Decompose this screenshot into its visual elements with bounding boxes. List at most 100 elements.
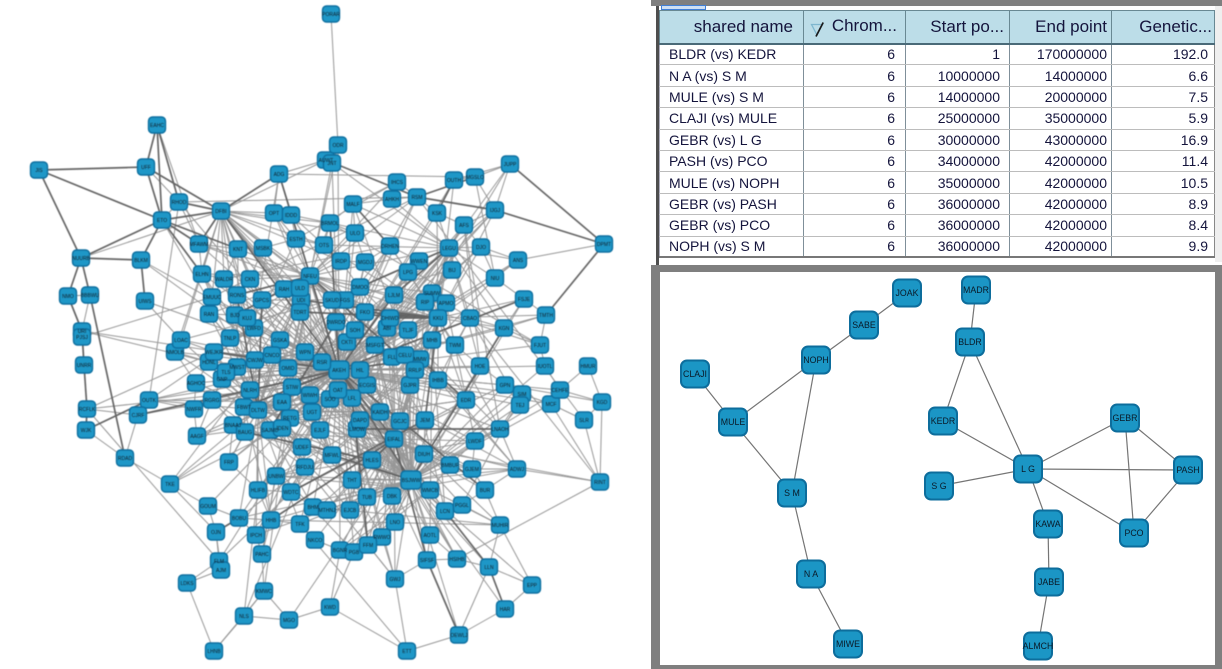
svg-text:FSJE: FSJE	[518, 297, 531, 303]
svg-text:MFAWM: MFAWM	[190, 242, 209, 248]
svg-text:JIS: JIS	[35, 168, 43, 174]
svg-text:ULO: ULO	[350, 231, 360, 237]
svg-text:OMID: OMID	[281, 366, 294, 372]
svg-text:SIFSF: SIFSF	[420, 558, 434, 564]
svg-text:DAPD: DAPD	[353, 418, 367, 424]
svg-text:SLR: SLR	[579, 418, 589, 424]
svg-text:BGNR: BGNR	[333, 548, 348, 554]
svg-text:HHB: HHB	[266, 518, 277, 524]
svg-text:GJEM: GJEM	[465, 467, 479, 473]
svg-text:APMO: APMO	[439, 301, 454, 307]
svg-text:CNCO: CNCO	[265, 353, 280, 359]
svg-text:ESTH: ESTH	[289, 237, 303, 243]
svg-text:EAA: EAA	[277, 400, 288, 406]
svg-text:AGHOC: AGHOC	[187, 381, 206, 387]
svg-text:LMOW: LMOW	[349, 427, 365, 433]
svg-text:JEM: JEM	[420, 418, 430, 424]
svg-text:ABI: ABI	[383, 326, 391, 332]
svg-text:S M: S M	[784, 488, 800, 498]
svg-text:BJD: BJD	[230, 313, 240, 319]
svg-text:TDRT: TDRT	[293, 310, 306, 316]
svg-text:N A: N A	[804, 569, 818, 579]
svg-text:WPN: WPN	[299, 350, 311, 356]
svg-text:ECGIS: ECGIS	[359, 383, 375, 389]
svg-text:ULD: ULD	[295, 286, 305, 292]
svg-text:TEJ: TEJ	[516, 403, 525, 409]
svg-text:RONS: RONS	[230, 293, 245, 299]
svg-text:SAJMD: SAJMD	[262, 428, 279, 434]
svg-text:WDTC: WDTC	[284, 490, 299, 496]
svg-text:MUHIR: MUHIR	[492, 523, 509, 529]
svg-text:EAHC: EAHC	[150, 123, 164, 129]
svg-text:DRHEN: DRHEN	[381, 244, 399, 250]
svg-text:TMTH: TMTH	[539, 313, 553, 319]
svg-text:DJO: DJO	[476, 245, 486, 251]
svg-text:KAIDH: KAIDH	[372, 410, 388, 416]
svg-text:NKCO: NKCO	[308, 538, 323, 544]
svg-text:SABE: SABE	[852, 320, 876, 330]
svg-text:SKUD: SKUD	[325, 298, 339, 304]
svg-text:JNT: JNT	[327, 161, 336, 167]
svg-text:KUJ: KUJ	[242, 316, 252, 322]
svg-text:MIWE: MIWE	[836, 639, 860, 649]
svg-text:SIM: SIM	[518, 392, 527, 398]
svg-text:JABE: JABE	[1038, 577, 1060, 587]
svg-text:MALF: MALF	[346, 202, 359, 208]
svg-text:NIU: NIU	[491, 276, 500, 282]
svg-text:BIJ: BIJ	[448, 268, 456, 274]
svg-text:MTHNJ: MTHNJ	[319, 508, 336, 514]
svg-text:GPN: GPN	[500, 383, 511, 389]
svg-text:LJLM: LJLM	[388, 293, 400, 299]
svg-text:KAWA: KAWA	[1035, 519, 1060, 529]
svg-text:KGD: KGD	[597, 400, 608, 406]
svg-text:HSIHB: HSIHB	[449, 557, 465, 563]
svg-text:NUURB: NUURB	[72, 256, 90, 262]
svg-text:GNP: GNP	[217, 377, 229, 383]
svg-text:MADR: MADR	[963, 285, 989, 295]
svg-text:BRMOL: BRMOL	[321, 221, 339, 227]
svg-text:GJPR: GJPR	[403, 383, 417, 389]
svg-text:DLTW: DLTW	[251, 408, 265, 414]
svg-text:LOAC: LOAC	[174, 338, 188, 344]
svg-text:CJRF: CJRF	[132, 413, 145, 419]
svg-text:WALDR: WALDR	[215, 277, 233, 283]
svg-text:BSJWW: BSJWW	[402, 478, 421, 484]
svg-text:TLS: TLS	[221, 370, 231, 376]
svg-text:WIWH: WIWH	[303, 393, 318, 399]
svg-text:AOTL: AOTL	[423, 533, 436, 539]
svg-text:AUWT: AUWT	[319, 158, 334, 164]
svg-text:STIW: STIW	[286, 385, 299, 391]
svg-text:NMO: NMO	[62, 294, 74, 300]
svg-text:CKTI: CKTI	[341, 340, 352, 346]
svg-text:LHNB: LHNB	[207, 649, 221, 655]
svg-text:EJLF: EJLF	[314, 428, 326, 434]
svg-text:GCJC: GCJC	[393, 419, 407, 425]
svg-text:RSR: RSR	[317, 360, 328, 366]
svg-text:CBAO: CBAO	[463, 316, 477, 322]
svg-text:AAGF: AAGF	[190, 434, 204, 440]
svg-text:WJK: WJK	[81, 428, 92, 434]
svg-text:EPP: EPP	[527, 583, 538, 589]
svg-text:ADWJ: ADWJ	[510, 467, 525, 473]
svg-text:L G: L G	[1021, 464, 1035, 474]
svg-text:EJCB: EJCB	[344, 508, 357, 514]
svg-text:GSKA: GSKA	[273, 338, 288, 344]
svg-text:URI: URI	[78, 329, 87, 335]
svg-text:NFEU: NFEU	[303, 274, 317, 280]
svg-text:PCO: PCO	[1124, 528, 1143, 538]
svg-text:MCF: MCF	[546, 402, 557, 408]
svg-text:WEJKR: WEJKR	[205, 350, 223, 356]
svg-text:RHOD: RHOD	[172, 200, 187, 206]
svg-text:UNBW: UNBW	[268, 474, 284, 480]
svg-text:LLN: LLN	[484, 565, 494, 571]
svg-text:ADG: ADG	[274, 172, 285, 178]
svg-text:DIUH: DIUH	[418, 452, 431, 458]
svg-text:FLM: FLM	[214, 559, 224, 565]
svg-text:FGS: FGS	[340, 298, 351, 304]
svg-text:KWD: KWD	[324, 605, 336, 611]
svg-text:IHBB: IHBB	[432, 378, 444, 384]
svg-text:JUPP: JUPP	[504, 162, 517, 168]
svg-text:FFM: FFM	[363, 543, 373, 549]
svg-text:RRLP: RRLP	[408, 368, 422, 374]
svg-text:KSK: KSK	[432, 211, 443, 217]
